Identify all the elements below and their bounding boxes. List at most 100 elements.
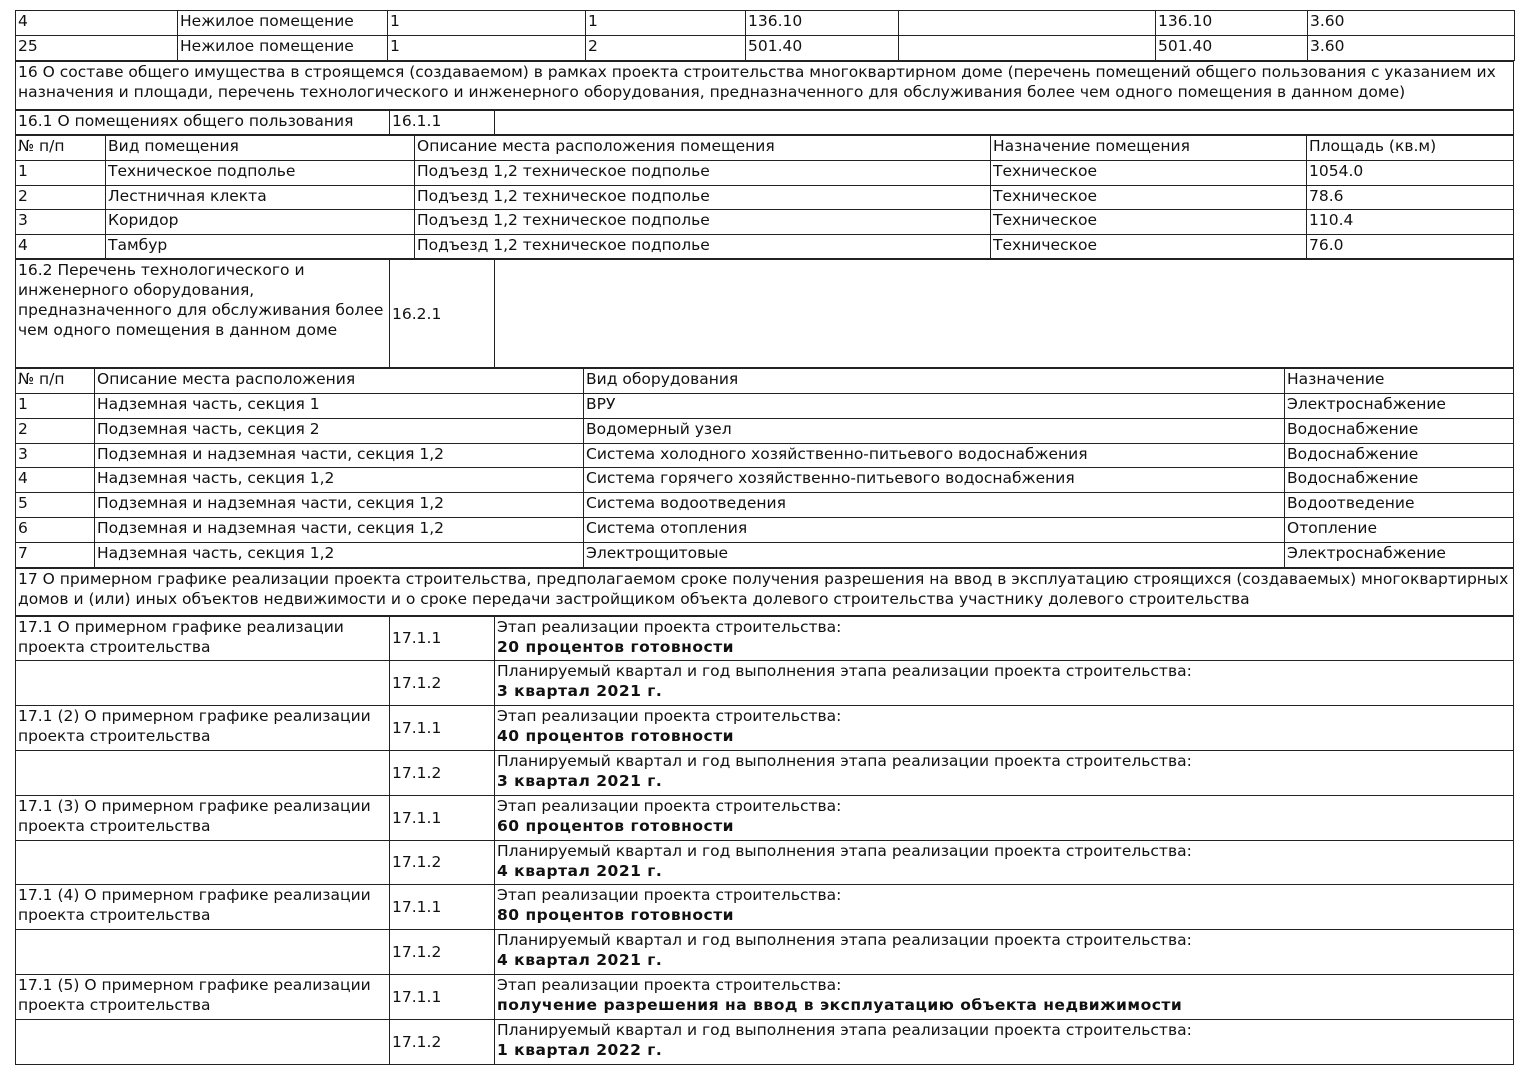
unit-cell	[898, 10, 1156, 36]
room-cell: Техническое	[990, 160, 1307, 186]
stage-caption: Планируемый квартал и год выполнения эта…	[497, 841, 1192, 860]
stage-label-empty	[15, 749, 390, 796]
section-17-title: 17 О примерном графике реализации проект…	[15, 567, 1514, 616]
equipment-column-header: № п/п	[15, 368, 95, 394]
equipment-row: 1 Надземная часть, секция 1 ВРУ Электроснаб…	[15, 393, 1514, 419]
equipment-cell: Подземная и надземная части, секция 1,2	[94, 492, 584, 518]
room-row: 4 Тамбур Подъезд 1,2 техническое подполье Т…	[15, 233, 1514, 259]
stage-label: 17.1 (2) О примерном графике реализации …	[15, 705, 390, 751]
equipment-cell: Водоотведение	[1284, 492, 1514, 518]
stage-content: Планируемый квартал и год выполнения эта…	[494, 1018, 1514, 1065]
equipment-cell: 2	[15, 417, 95, 444]
equipment-row: 4 Надземная часть, секция 1,2 Система горя…	[15, 467, 1514, 494]
equipment-cell: Подземная и надземная части, секция 1,2	[94, 516, 584, 543]
schedule-row: 17.1 (2) О примерном графике реализации …	[15, 705, 1514, 751]
unit-cell: Нежилое помещение	[177, 35, 388, 61]
room-cell: 3	[15, 209, 106, 235]
unit-row: 25 Нежилое помещение 1 2 501.40 501.40 3.60	[15, 35, 1515, 61]
section-16-1-code: 16.1.1	[389, 110, 495, 135]
schedule-row: 17.1.2 Планируемый квартал и год выполнен…	[15, 660, 1514, 707]
equipment-column-header: Описание места расположения	[94, 368, 584, 394]
room-cell: Техническое	[990, 233, 1307, 259]
equipment-cell: 3	[15, 442, 95, 469]
section-16-title: 16 О составе общего имущества в строящем…	[15, 61, 1514, 110]
document-sheet: 4 Нежилое помещение 1 1 136.10 136.10 3.60 25 Не…	[15, 10, 1515, 1065]
stage-value: 40 процентов готовности	[497, 727, 735, 746]
equipment-cell: Водомерный узел	[583, 417, 1285, 444]
equipment-cell: Электроснабжение	[1284, 541, 1514, 568]
room-cell: 1	[15, 160, 106, 186]
section-16-header: 16 О составе общего имущества в строящем…	[15, 61, 1514, 110]
room-cell: Подъезд 1,2 техническое подполье	[414, 184, 991, 210]
room-cell: 110.4	[1306, 209, 1514, 235]
equipment-cell: 4	[15, 467, 95, 494]
section-16-1-label: 16.1 О помещениях общего пользования	[15, 110, 390, 135]
stage-code: 17.1.1	[389, 794, 495, 841]
stage-value: 3 квартал 2021 г.	[497, 682, 663, 701]
unit-cell	[898, 35, 1156, 61]
equipment-cell: Отопление	[1284, 516, 1514, 543]
stage-content: Планируемый квартал и год выполнения эта…	[494, 749, 1514, 796]
stage-value: 4 квартал 2021 г.	[497, 951, 663, 970]
equipment-cell: Электрощитовые	[583, 541, 1285, 568]
room-row: 3 Коридор Подъезд 1,2 техническое подполье…	[15, 209, 1514, 235]
equipment-cell: Подземная часть, секция 2	[94, 417, 584, 444]
equipment-column-header: Вид оборудования	[583, 368, 1285, 394]
stage-code: 17.1.1	[389, 884, 495, 931]
stage-caption: Этап реализации проекта строительства:	[497, 796, 842, 815]
rooms-column-header: № п/п	[15, 135, 106, 161]
equipment-row: 3 Подземная и надземная части, секция 1,2…	[15, 442, 1514, 469]
room-row: 2 Лестничная клекта Подъезд 1,2 техническо…	[15, 184, 1514, 210]
unit-cell: 3.60	[1307, 35, 1515, 61]
section-16-2-code: 16.2.1	[389, 259, 495, 368]
rooms-column-header: Площадь (кв.м)	[1306, 135, 1514, 161]
stage-label-empty	[15, 929, 390, 975]
equipment-cell: ВРУ	[583, 393, 1285, 419]
rooms-header-row: № п/п Вид помещения Описание места располо…	[15, 135, 1514, 161]
units-table: 4 Нежилое помещение 1 1 136.10 136.10 3.60 25 Не…	[15, 10, 1515, 61]
schedule-row: 17.1 (3) О примерном графике реализации …	[15, 794, 1514, 841]
room-cell: Техническое подполье	[105, 160, 415, 186]
room-cell: Подъезд 1,2 техническое подполье	[414, 160, 991, 186]
stage-content: Планируемый квартал и год выполнения эта…	[494, 929, 1514, 975]
equipment-cell: Водоснабжение	[1284, 467, 1514, 494]
schedule-row: 17.1 (4) О примерном графике реализации …	[15, 884, 1514, 931]
stage-code: 17.1.2	[389, 929, 495, 975]
stage-content: Этап реализации проекта строительства: 40…	[494, 705, 1514, 751]
stage-caption: Планируемый квартал и год выполнения эта…	[497, 1020, 1192, 1039]
room-cell: 2	[15, 184, 106, 210]
schedule-row: 17.1 О примерном графике реализации прое…	[15, 615, 1514, 662]
equipment-cell: Система водоотведения	[583, 492, 1285, 518]
room-cell: 1054.0	[1306, 160, 1514, 186]
stage-value: 80 процентов готовности	[497, 906, 735, 925]
section-16-2-label: 16.2 Перечень технологического и инженер…	[15, 259, 390, 368]
stage-label-empty	[15, 1018, 390, 1065]
equipment-row: 6 Подземная и надземная части, секция 1,2…	[15, 516, 1514, 543]
stage-content: Этап реализации проекта строительства: 20…	[494, 615, 1514, 662]
section-16-1-row: 16.1 О помещениях общего пользования 16.…	[15, 110, 1514, 135]
equipment-row: 5 Подземная и надземная части, секция 1,2…	[15, 492, 1514, 518]
equipment-cell: Водоснабжение	[1284, 442, 1514, 469]
stage-content: Планируемый квартал и год выполнения эта…	[494, 660, 1514, 707]
schedule-row: 17.1 (5) О примерном графике реализации …	[15, 973, 1514, 1020]
stage-caption: Этап реализации проекта строительства:	[497, 617, 842, 636]
stage-code: 17.1.2	[389, 1018, 495, 1065]
equipment-cell: Система отопления	[583, 516, 1285, 543]
unit-cell: 1	[387, 10, 586, 36]
stage-label: 17.1 (3) О примерном графике реализации …	[15, 794, 390, 841]
unit-cell: 3.60	[1307, 10, 1515, 36]
stage-code: 17.1.1	[389, 705, 495, 751]
unit-cell: 501.40	[745, 35, 899, 61]
section-17-header: 17 О примерном графике реализации проект…	[15, 567, 1514, 616]
room-cell: 76.0	[1306, 233, 1514, 259]
stage-code: 17.1.2	[389, 749, 495, 796]
unit-cell: 4	[15, 10, 178, 36]
stage-content: Этап реализации проекта строительства: 60…	[494, 794, 1514, 841]
stage-caption: Планируемый квартал и год выполнения эта…	[497, 662, 1192, 681]
equipment-row: 2 Подземная часть, секция 2 Водомерный узе…	[15, 417, 1514, 444]
unit-cell: 136.10	[745, 10, 899, 36]
schedule-row: 17.1.2 Планируемый квартал и год выполнен…	[15, 929, 1514, 975]
equipment-cell: Надземная часть, секция 1,2	[94, 541, 584, 568]
equipment-cell: 1	[15, 393, 95, 419]
stage-code: 17.1.1	[389, 973, 495, 1020]
